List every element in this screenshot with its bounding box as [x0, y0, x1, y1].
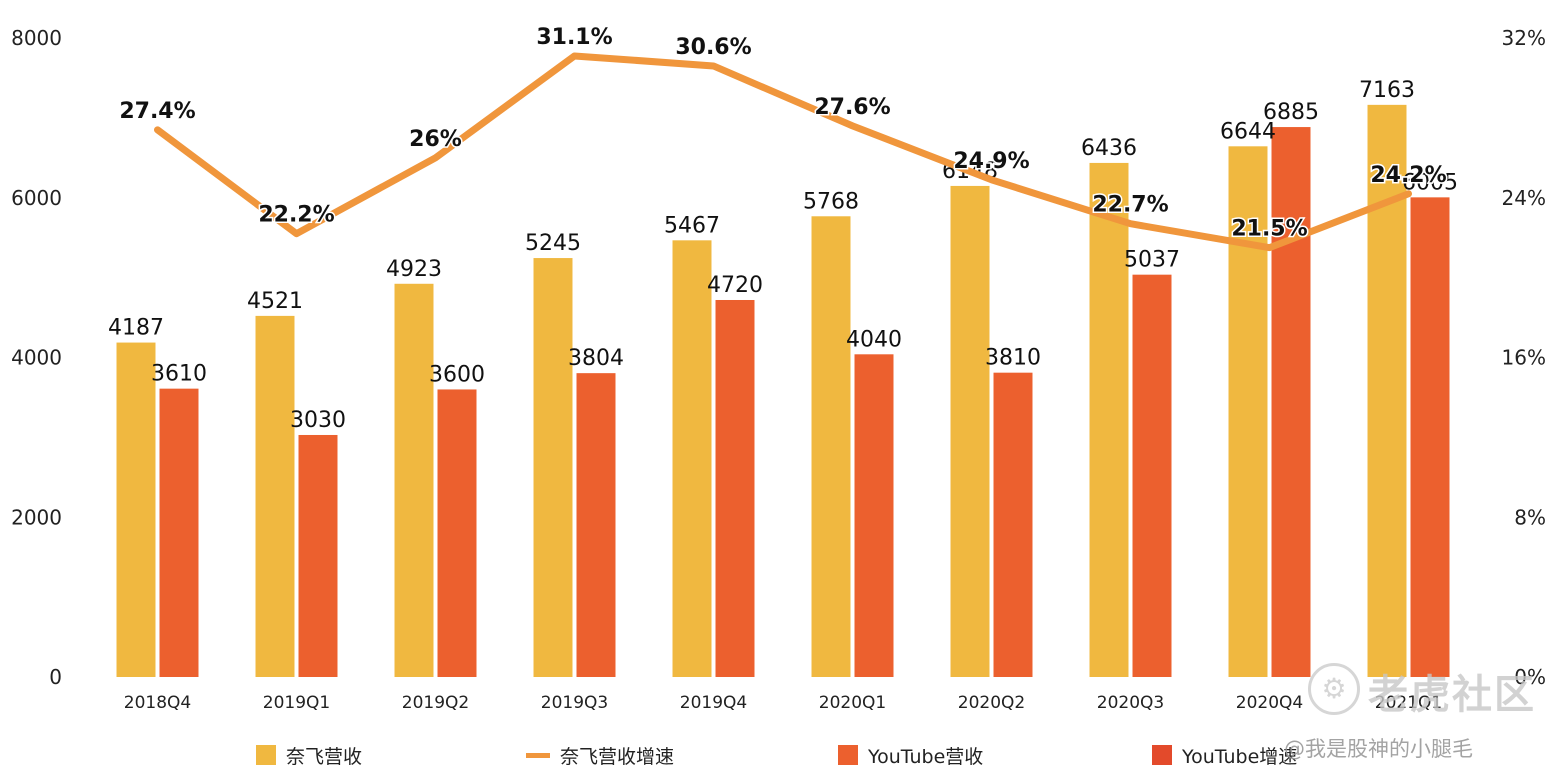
y-left-tick-label: 6000: [11, 186, 62, 210]
x-tick-label: 2019Q2: [402, 693, 469, 713]
x-tick-label: 2020Q1: [819, 693, 886, 713]
bar-data-label: 6644: [1220, 119, 1276, 144]
bar[interactable]: [576, 373, 616, 677]
bar[interactable]: [298, 434, 338, 677]
bar[interactable]: [993, 372, 1033, 677]
legend-item-youtube-revenue[interactable]: YouTube营收: [838, 740, 983, 770]
x-tick-label: 2021Q1: [1375, 693, 1442, 713]
line-data-label: 26%: [409, 127, 462, 152]
legend-item-netflix-revenue[interactable]: 奈飞营收: [256, 740, 362, 770]
bar[interactable]: [1271, 127, 1311, 678]
bar-data-label: 3804: [568, 346, 624, 371]
watermark-logo-icon: ⚙: [1308, 663, 1360, 715]
y-right-tick-label: 0%: [1514, 665, 1546, 689]
bar[interactable]: [811, 216, 851, 677]
x-axis: 2018Q4 2019Q1 2019Q2 2019Q3 2019Q4 2020Q1 2020…: [124, 693, 1442, 713]
y-right-tick-label: 24%: [1502, 186, 1546, 210]
line-data-label: 24.2%: [1370, 163, 1446, 188]
bar-series: [116, 104, 1450, 678]
legend: 奈飞营收 奈飞营收增速 YouTube营收 YouTube增速: [0, 740, 1556, 770]
bar-data-label: 6885: [1263, 100, 1319, 125]
bar[interactable]: [1132, 274, 1172, 677]
legend-swatch-netflix-growth: [526, 752, 550, 758]
line-data-label: 21.5%: [1231, 217, 1307, 242]
bar-data-label: 4521: [247, 289, 303, 314]
bar[interactable]: [1089, 162, 1129, 677]
bar[interactable]: [394, 283, 434, 677]
bar-data-label: 5037: [1124, 248, 1180, 273]
legend-label: YouTube营收: [868, 745, 984, 768]
bar[interactable]: [533, 258, 573, 677]
bar-data-labels: 4187452149235245546757686148643666447163…: [108, 78, 1458, 433]
bar-data-label: 3030: [290, 408, 346, 433]
watermark-user: @我是股神的小腿毛: [1284, 737, 1473, 761]
y-left-tick-label: 0: [49, 665, 62, 689]
legend-item-youtube-growth[interactable]: YouTube增速: [1152, 740, 1297, 770]
bar[interactable]: [854, 354, 894, 677]
bar-data-label: 5768: [803, 189, 859, 214]
watermark-brand: 老虎社区: [1368, 672, 1536, 718]
line-series: [154, 52, 1412, 252]
y-right-tick-label: 32%: [1502, 26, 1546, 50]
y-left-tick-label: 4000: [11, 346, 62, 370]
y-left-tick-label: 2000: [11, 505, 62, 529]
bar-data-label: 6005: [1402, 170, 1458, 195]
bar-data-label: 4923: [386, 257, 442, 282]
bar-data-label: 6436: [1081, 136, 1137, 161]
bar-data-label: 3610: [151, 362, 207, 387]
line-data-label: 24.2%: [1370, 163, 1446, 188]
x-tick-label: 2019Q4: [680, 693, 747, 713]
x-tick-label: 2019Q3: [541, 693, 608, 713]
x-tick-label: 2018Q4: [124, 693, 191, 713]
line-data-label: 30.6%: [675, 35, 751, 60]
line-data-label: 22.2%: [258, 203, 334, 228]
bar-data-label: 3600: [429, 362, 485, 387]
bar[interactable]: [437, 389, 477, 677]
bar[interactable]: [950, 185, 990, 677]
bar[interactable]: [255, 315, 295, 677]
x-tick-label: 2020Q2: [958, 693, 1025, 713]
bar[interactable]: [715, 299, 755, 677]
bar-data-label: 3810: [985, 346, 1041, 371]
line-data-label: 27.6%: [814, 95, 890, 120]
line-data-label: 31.1%: [536, 25, 612, 50]
bar[interactable]: [672, 240, 712, 678]
y-left-tick-label: 8000: [11, 26, 62, 50]
legend-label: YouTube增速: [1182, 745, 1298, 768]
bar-data-label: 5467: [664, 213, 720, 238]
bar-data-label: 4040: [846, 327, 902, 352]
bar[interactable]: [1367, 104, 1407, 678]
bar-data-label: 7163: [1359, 78, 1415, 103]
line-data-labels: 27.4% 22.2% 26% 31.1% 30.6% 27.6% 24.9% 22.7% 21…: [118, 23, 1448, 243]
bar-data-label: 4187: [108, 316, 164, 341]
x-tick-label: 2020Q3: [1097, 693, 1164, 713]
bar[interactable]: [159, 388, 199, 677]
bar-data-label: 4720: [707, 273, 763, 298]
y-right-tick-label: 16%: [1502, 346, 1546, 370]
legend-label: 奈飞营收增速: [560, 745, 675, 768]
bar[interactable]: [1228, 146, 1268, 678]
line-data-label: 27.4%: [119, 99, 195, 124]
legend-label: 奈飞营收: [286, 745, 363, 768]
legend-swatch-netflix-revenue: [256, 745, 276, 765]
series-line[interactable]: [154, 52, 1412, 252]
y-axis-right: 0% 8% 16% 24% 32%: [1502, 26, 1546, 689]
y-right-tick-label: 8%: [1514, 505, 1546, 529]
x-tick-label: 2020Q4: [1236, 693, 1303, 713]
bar-data-label: 5245: [525, 231, 581, 256]
bar[interactable]: [1410, 197, 1450, 677]
x-tick-label: 2019Q1: [263, 693, 330, 713]
legend-swatch-youtube-revenue: [838, 745, 858, 765]
line-data-label: 24.9%: [953, 149, 1029, 174]
line-data-label: 22.7%: [1092, 193, 1168, 218]
y-axis-left: 0 2000 4000 6000 8000: [11, 26, 62, 689]
legend-item-netflix-growth[interactable]: 奈飞营收增速: [526, 740, 674, 770]
bar[interactable]: [116, 342, 156, 677]
legend-swatch-youtube-growth: [1152, 745, 1172, 765]
